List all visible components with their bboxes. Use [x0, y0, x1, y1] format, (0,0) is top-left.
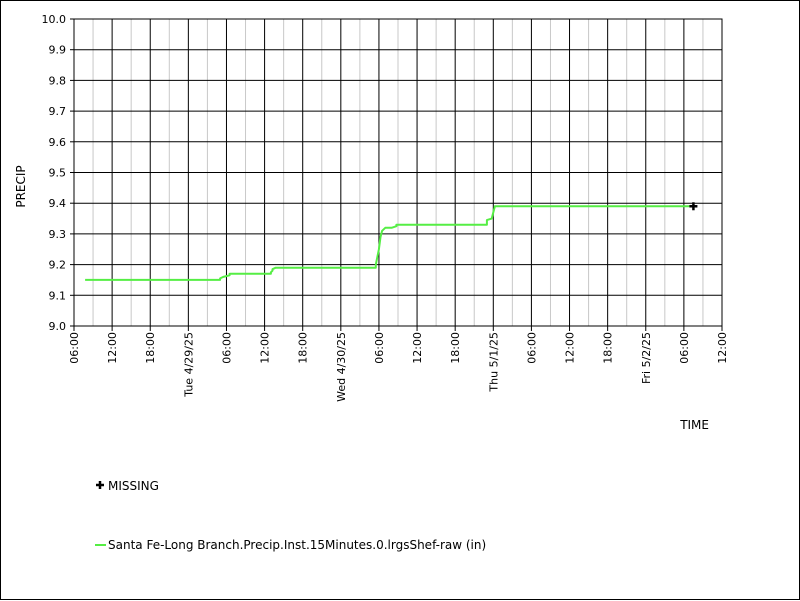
- y-tick-label: 9.7: [49, 105, 67, 118]
- x-tick-label: 12:00: [259, 332, 272, 364]
- missing-marker: [689, 202, 698, 211]
- x-axis-title: TIME: [679, 418, 709, 432]
- y-tick-label: 9.2: [49, 259, 67, 272]
- x-tick-label: 12:00: [564, 332, 577, 364]
- legend-missing-icon: [96, 481, 104, 489]
- y-tick-label: 9.9: [49, 44, 67, 57]
- x-tick-label: 06:00: [68, 332, 81, 364]
- x-tick-label: 12:00: [411, 332, 424, 364]
- x-tick-label: 06:00: [525, 332, 538, 364]
- y-tick-label: 9.3: [49, 228, 67, 241]
- x-tick-label: 06:00: [678, 332, 691, 364]
- y-tick-label: 9.4: [49, 197, 67, 210]
- x-tick-label: Fri 5/2/25: [640, 332, 653, 384]
- x-tick-label: 06:00: [220, 332, 233, 364]
- x-tick-label: Wed 4/30/25: [335, 332, 348, 402]
- legend-series-label: Santa Fe-Long Branch.Precip.Inst.15Minut…: [108, 538, 486, 552]
- x-tick-label: 18:00: [297, 332, 310, 364]
- y-tick-label: 9.5: [49, 167, 67, 180]
- x-tick-label: 18:00: [144, 332, 157, 364]
- x-tick-label: 18:00: [602, 332, 615, 364]
- x-tick-label: Thu 5/1/25: [487, 332, 500, 393]
- x-tick-label: 06:00: [373, 332, 386, 364]
- x-tick-label: 12:00: [716, 332, 729, 364]
- series-line: [85, 205, 694, 281]
- y-tick-label: 9.6: [49, 136, 67, 149]
- legend-missing-label: MISSING: [108, 479, 159, 493]
- y-axis-title: PRECIP: [14, 165, 28, 207]
- y-tick-label: 9.1: [49, 289, 67, 302]
- x-tick-label: Tue 4/29/25: [182, 332, 195, 398]
- y-tick-label: 10.0: [42, 13, 67, 26]
- y-tick-label: 9.0: [49, 320, 67, 333]
- y-tick-label: 9.8: [49, 74, 67, 87]
- x-tick-label: 18:00: [449, 332, 462, 364]
- x-tick-label: 12:00: [106, 332, 119, 364]
